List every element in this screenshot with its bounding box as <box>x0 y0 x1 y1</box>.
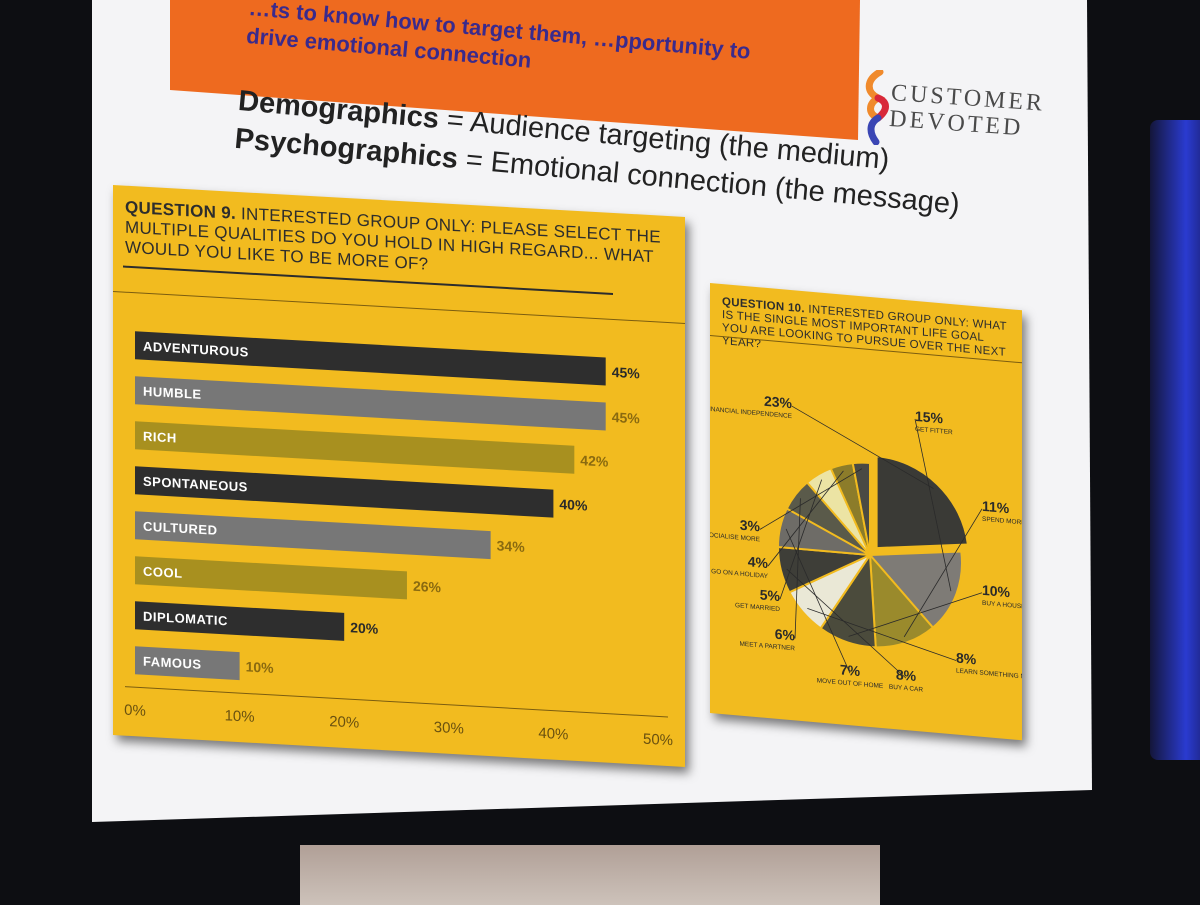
bar-value-label: 42% <box>580 452 609 470</box>
bar-famous <box>135 646 240 681</box>
brand-name: CUSTOMER DEVOTED <box>888 80 1046 143</box>
bar-humble <box>135 376 606 431</box>
slice-value-label: 15% <box>915 408 944 426</box>
slice-name-label: MEET A PARTNER <box>739 641 795 653</box>
bar-diplomatic <box>135 601 345 641</box>
floor-light <box>300 845 880 905</box>
slice-value-label: 6% <box>775 626 796 644</box>
leader-line <box>791 405 934 489</box>
bar-cool <box>135 556 407 600</box>
bar-label: CULTURED <box>143 519 217 538</box>
x-tick-label: 10% <box>225 707 255 726</box>
leader-line <box>786 568 907 679</box>
x-tick-label: 0% <box>124 702 146 720</box>
slice-value-label: 5% <box>760 586 781 604</box>
x-tick-label: 50% <box>643 731 673 750</box>
slice-name-label: BUY A CAR <box>889 684 923 694</box>
bar-label: RICH <box>143 429 177 446</box>
leader-line <box>779 479 823 600</box>
bar-spontaneous <box>135 466 554 518</box>
bar-adventurous <box>135 331 606 386</box>
leader-line <box>903 508 983 638</box>
slice-value-label: 7% <box>840 661 861 679</box>
slice-name-label: BUY A HOUSE <box>982 600 1022 611</box>
x-tick-label: 30% <box>434 719 464 738</box>
slice-value-label: 4% <box>748 553 769 571</box>
leader-line <box>807 608 957 661</box>
slice-name-label: SPEND MORE TIME WITH FAMILY <box>982 516 1022 532</box>
bar-chart: ADVENTUROUS 45% HUMBLE 45% RICH 42% SPONTANEOU… <box>124 331 673 750</box>
bar-label: HUMBLE <box>143 384 202 402</box>
question-10-panel: QUESTION 10. INTERESTED GROUP ONLY: WHAT… <box>710 283 1022 741</box>
stage-light <box>1150 120 1200 760</box>
bar-value-label: 20% <box>350 619 379 637</box>
leader-line <box>848 592 983 637</box>
x-tick-label: 20% <box>329 713 359 732</box>
slice-value-label: 23% <box>764 393 793 411</box>
pie-slice <box>875 454 970 550</box>
bar-value-label: 26% <box>413 578 442 596</box>
bar-value-label: 40% <box>559 496 588 514</box>
slice-value-label: 8% <box>896 666 917 684</box>
bar-cultured <box>135 511 491 560</box>
bar-label: SPONTANEOUS <box>143 474 248 495</box>
slice-value-label: 10% <box>982 582 1011 600</box>
pie-slice <box>867 550 963 629</box>
bar-value-label: 45% <box>612 364 641 382</box>
pie-slice <box>851 461 871 556</box>
slice-value-label: 11% <box>982 498 1010 516</box>
bar-rich <box>135 421 575 474</box>
bar-value-label: 45% <box>612 409 641 427</box>
leader-line <box>914 418 952 592</box>
slice-name-label: MOVE OUT OF HOME <box>817 677 884 690</box>
brand-logo-icon <box>865 70 889 145</box>
bar-label: DIPLOMATIC <box>143 609 228 629</box>
bar-label: FAMOUS <box>143 654 202 672</box>
bar-label: COOL <box>143 564 183 581</box>
leader-line <box>794 498 801 639</box>
pie-chart: 23%ACHIEVE FINANCIAL INDEPENDENCE15%GET … <box>710 393 1022 694</box>
bar-value-label: 10% <box>246 658 275 676</box>
question-9-title: QUESTION 9. INTERESTED GROUP ONLY: PLEAS… <box>125 198 665 288</box>
slice-value-label: 8% <box>956 650 977 668</box>
bar-label: ADVENTUROUS <box>143 339 249 360</box>
slice-value-label: 3% <box>740 517 761 535</box>
slice-name-label: GET FITTER <box>915 426 953 436</box>
slice-name-label: LEARN SOMETHING NEW <box>956 668 1022 682</box>
slice-name-label: GET MARRIED <box>735 602 780 613</box>
bar-value-label: 34% <box>497 537 526 555</box>
question-9-panel: QUESTION 9. INTERESTED GROUP ONLY: PLEAS… <box>113 185 685 767</box>
leader-line <box>785 528 851 674</box>
x-tick-label: 40% <box>538 725 568 744</box>
leader-line <box>759 468 863 530</box>
x-axis-line <box>125 686 668 718</box>
